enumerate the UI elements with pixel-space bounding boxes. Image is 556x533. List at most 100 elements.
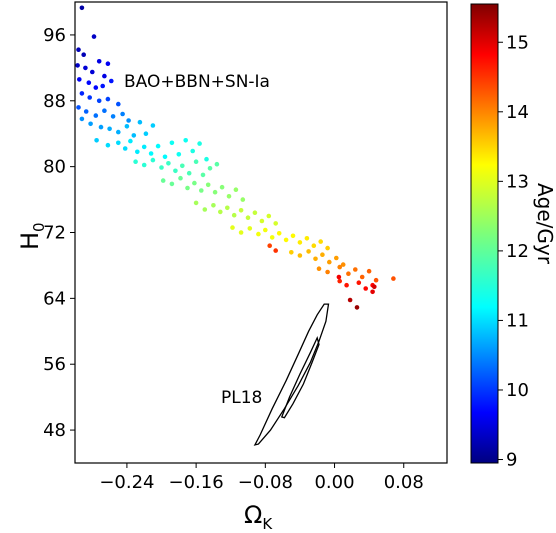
x-tick-label: −0.24 (99, 472, 154, 493)
scatter-point (245, 215, 251, 220)
colorbar-tick-label: 15 (506, 32, 529, 53)
scatter-point (186, 170, 192, 176)
scatter-point (337, 264, 343, 270)
scatter-point (173, 168, 178, 174)
scatter-point (240, 197, 246, 202)
x-tick-label: −0.08 (238, 472, 293, 493)
scatter-point (143, 131, 149, 136)
scatter-point (93, 113, 99, 118)
scatter-point (86, 80, 92, 85)
scatter-point (76, 105, 81, 110)
scatter-point (313, 256, 318, 262)
scatter-point (100, 83, 105, 89)
x-tick-label: −0.16 (169, 472, 224, 493)
scatter-point (304, 236, 310, 241)
scatter-point (336, 274, 342, 280)
scatter-point (178, 175, 183, 181)
scatter-point (141, 162, 147, 168)
y-tick-label: 72 (43, 223, 66, 244)
scatter-point (202, 207, 208, 212)
scatter-point (110, 114, 116, 119)
scatter-point (340, 262, 346, 267)
scatter-point (266, 213, 272, 219)
scatter-point (290, 233, 296, 239)
scatter-point (135, 149, 140, 155)
scatter-point (105, 96, 111, 102)
scatter-point (366, 268, 372, 274)
scatter-point (96, 59, 102, 64)
scatter-point (180, 163, 185, 169)
scatter-point (183, 138, 188, 143)
scatter-point (193, 159, 199, 164)
scatter-point (124, 124, 130, 129)
scatter-point (176, 152, 182, 157)
scatter-point (273, 248, 279, 253)
scatter-point (120, 111, 125, 117)
scatter-point (76, 47, 81, 52)
scatter-point (297, 253, 303, 258)
scatter-point (238, 230, 244, 235)
scatter-point (226, 194, 232, 199)
scatter-point (344, 282, 349, 288)
scatter-point (269, 235, 275, 240)
scatter-point (259, 218, 265, 224)
scatter-point (166, 161, 171, 166)
scatter-point (148, 151, 154, 156)
y-tick-label: 80 (43, 157, 66, 178)
scatter-point (306, 249, 311, 254)
scatter-point (105, 61, 111, 66)
colorbar (470, 3, 499, 464)
plot-frame (74, 1, 448, 464)
scatter-point (83, 109, 89, 114)
scatter-point (363, 286, 369, 291)
scatter-point (283, 237, 289, 243)
scatter-point (122, 146, 128, 151)
scatter-point (75, 63, 80, 68)
scatter-point (77, 77, 82, 82)
scatter-point (137, 119, 143, 125)
scatter-point (238, 208, 244, 213)
y-tick-label: 48 (43, 420, 66, 441)
scatter-point (207, 166, 213, 171)
scatter-point (391, 276, 396, 281)
scatter-point (79, 5, 85, 11)
scatter-point (150, 157, 156, 163)
scatter-point (334, 255, 339, 261)
scatter-point (346, 271, 351, 277)
scatter-point (200, 172, 206, 178)
scatter-point (102, 108, 107, 113)
scatter-point (359, 274, 365, 280)
y-tick-label: 64 (43, 288, 66, 309)
scatter-point (79, 91, 85, 96)
scatter-point (225, 205, 230, 211)
scatter-point (311, 243, 317, 248)
scatter-point (192, 180, 197, 186)
scatter-point (193, 200, 199, 206)
scatter-point (267, 243, 273, 248)
scatter-point (141, 144, 147, 150)
contour-pl18-inner (280, 336, 320, 419)
scatter-point (116, 129, 121, 135)
scatter-point (185, 185, 190, 191)
scatter-point (87, 95, 92, 100)
y-tick-label: 56 (43, 354, 66, 375)
contour-pl18 (253, 303, 330, 446)
scatter-point (128, 138, 133, 144)
plot-area (75, 5, 396, 446)
scatter-point (131, 133, 137, 138)
colorbar-tick-label: 9 (506, 450, 517, 471)
scatter-point (88, 121, 93, 127)
scatter-point (325, 245, 330, 251)
x-tick-label: 0.00 (314, 472, 354, 493)
scatter-point (325, 269, 330, 275)
scatter-point (263, 227, 268, 233)
scatter-point (107, 126, 112, 132)
chart-marks: −0.24 −0.16 −0.08 0.00 0.08 48 56 64 72 80 88 96 9 10… (43, 25, 529, 493)
scatter-point (150, 123, 156, 128)
scatter-point (98, 124, 104, 130)
scatter-point (320, 252, 325, 257)
colorbar-tick-label: 12 (506, 241, 529, 262)
annotation-pl18: PL18 (221, 388, 262, 408)
scatter-point (212, 189, 218, 195)
